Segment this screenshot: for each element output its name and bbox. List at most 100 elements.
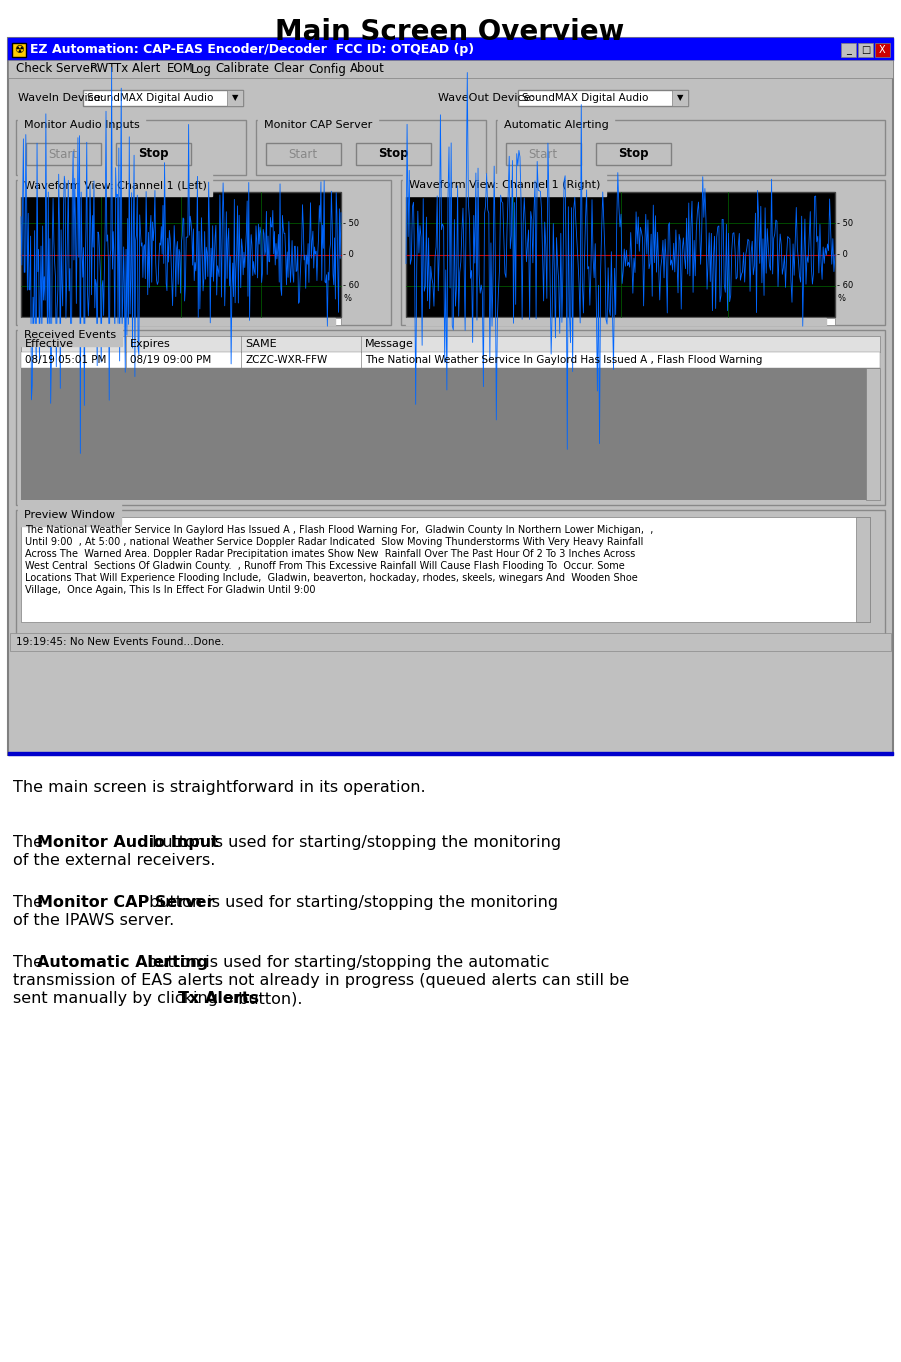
Bar [356,143,431,165]
Text: The: The [13,955,48,970]
Text: - 0: - 0 [837,251,848,259]
Bar [16,509,885,640]
Bar [406,192,835,317]
Bar [10,633,891,651]
Bar [8,60,893,78]
Text: ZCZC-WXR-FFW: ZCZC-WXR-FFW [245,355,327,365]
Text: button is used for starting/stopping the automatic: button is used for starting/stopping the… [142,955,550,970]
Text: Start: Start [529,147,558,161]
Bar [227,90,243,106]
Text: The National Weather Service In Gaylord Has Issued A , Flash Flood Warning: The National Weather Service In Gaylord … [365,355,762,365]
Bar [21,317,341,326]
Bar [16,180,391,326]
Text: %: % [343,294,351,302]
Text: Check Server: Check Server [16,63,95,75]
Bar [12,44,26,57]
Text: Monitor CAP Server: Monitor CAP Server [37,895,214,910]
Text: Automatic Alerting: Automatic Alerting [37,955,208,970]
Bar [8,38,893,755]
Text: Monitor Audio Inputs: Monitor Audio Inputs [24,120,140,129]
Bar [406,317,826,326]
Text: SoundMAX Digital Audio: SoundMAX Digital Audio [87,93,214,104]
Text: 08/19 09:00 PM: 08/19 09:00 PM [130,355,211,365]
Text: Until 9:00  , At 5:00 , national Weather Service Doppler Radar Indicated  Slow M: Until 9:00 , At 5:00 , national Weather … [25,537,643,548]
Text: X: X [879,45,886,54]
Text: Monitor Audio Input: Monitor Audio Input [37,835,219,850]
Bar [841,44,856,57]
Text: Start: Start [49,147,77,161]
Bar [8,752,893,755]
Text: Waveform View: Channel 1 (Left): Waveform View: Channel 1 (Left) [24,180,207,191]
Text: Tx Alerts: Tx Alerts [178,992,259,1007]
Text: Effective: Effective [25,339,74,349]
Text: Stop: Stop [378,147,408,161]
Text: Automatic Alerting: Automatic Alerting [504,120,609,129]
Text: button).: button). [233,992,303,1007]
Text: Preview Window: Preview Window [24,509,115,520]
Text: - 0: - 0 [343,251,354,259]
Text: Clear: Clear [273,63,305,75]
Bar [506,143,581,165]
Text: button is used for starting/stopping the monitoring: button is used for starting/stopping the… [147,835,561,850]
Text: 19:19:45: No New Events Found...Done.: 19:19:45: No New Events Found...Done. [16,637,224,647]
Text: Monitor CAP Server: Monitor CAP Server [264,120,372,129]
Text: Log: Log [191,63,212,75]
Bar [496,120,885,174]
Text: Tx Alert: Tx Alert [114,63,161,75]
Text: The main screen is straightforward in its operation.: The main screen is straightforward in it… [13,780,425,795]
Text: - 50: - 50 [343,219,359,227]
Bar [21,368,880,500]
Bar [116,143,191,165]
Text: The: The [13,835,48,850]
Text: EZ Automation: CAP-EAS Encoder/Decoder  FCC ID: OTQEAD (p): EZ Automation: CAP-EAS Encoder/Decoder F… [30,42,474,56]
Text: Village,  Once Again, This Is In Effect For Gladwin Until 9:00: Village, Once Again, This Is In Effect F… [25,586,315,595]
Bar [518,90,688,106]
Bar [266,143,341,165]
Text: Message: Message [365,339,414,349]
Text: About: About [350,63,385,75]
Text: ▼: ▼ [232,94,238,102]
Text: 08/19 05:01 PM: 08/19 05:01 PM [25,355,106,365]
Bar [401,180,885,326]
Bar [21,351,880,368]
Text: □: □ [860,45,870,54]
Text: Stop: Stop [138,147,168,161]
Text: Across The  Warned Area. Doppler Radar Precipitation imates Show New  Rainfall O: Across The Warned Area. Doppler Radar Pr… [25,549,635,558]
Text: SAME: SAME [245,339,277,349]
Text: of the external receivers.: of the external receivers. [13,853,215,868]
Text: transmission of EAS alerts not already in progress (queued alerts can still be: transmission of EAS alerts not already i… [13,972,629,987]
Bar [256,120,486,174]
Bar [856,518,870,622]
Text: - 60: - 60 [343,281,359,290]
Text: WaveIn Device:: WaveIn Device: [18,93,105,104]
Text: Waveform View: Channel 1 (Right): Waveform View: Channel 1 (Right) [409,180,600,191]
Text: _: _ [846,45,851,54]
Bar [21,192,341,317]
Bar [858,44,873,57]
Bar [866,368,880,500]
Text: Stop: Stop [618,147,648,161]
Bar [672,90,688,106]
Text: ▼: ▼ [677,94,683,102]
Text: The National Weather Service In Gaylord Has Issued A , Flash Flood Warning For, : The National Weather Service In Gaylord … [25,524,653,535]
Bar [21,336,880,351]
Text: West Central  Sections Of Gladwin County.  , Runoff From This Excessive Rainfall: West Central Sections Of Gladwin County.… [25,561,624,571]
Bar [16,120,246,174]
Bar [16,330,885,505]
Text: sent manually by clicking on: sent manually by clicking on [13,992,249,1007]
Text: EOM: EOM [167,63,193,75]
Text: Config: Config [308,63,346,75]
Text: Received Events: Received Events [24,330,116,340]
Text: WaveOut Device:: WaveOut Device: [438,93,534,104]
Text: Start: Start [288,147,317,161]
Bar [596,143,671,165]
Text: Expires: Expires [130,339,171,349]
Text: The: The [13,895,48,910]
Bar [406,317,835,326]
Text: button is used for starting/stopping the monitoring: button is used for starting/stopping the… [144,895,558,910]
Text: RWT: RWT [90,63,116,75]
Text: %: % [837,294,845,302]
Bar [21,518,870,622]
Text: Calibrate: Calibrate [215,63,269,75]
Text: Locations That Will Experience Flooding Include,  Gladwin, beaverton, hockaday, : Locations That Will Experience Flooding … [25,573,638,583]
